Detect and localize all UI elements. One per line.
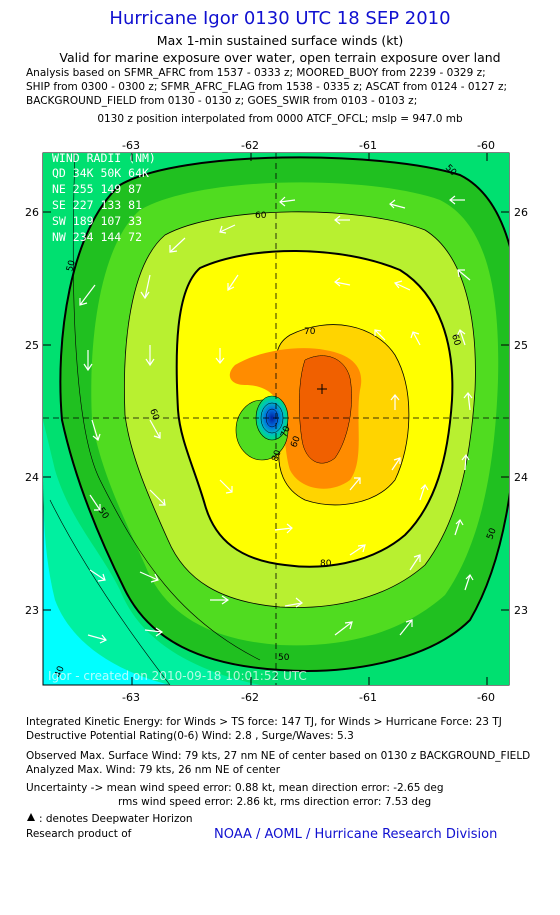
analysis-sources-line-1: Analysis based on SFMR_AFRC from 1537 - … [26,67,486,79]
wind-radii-row: SW 189 107 33 [52,214,142,228]
axis-ticks [43,153,509,685]
latitude-label: 26 [25,206,39,219]
wind-radii-row: SE 227 133 81 [52,198,142,212]
latitude-label: 26 [514,206,528,219]
contour-label: 50 [485,527,498,541]
longitude-label: -61 [359,139,377,152]
analyzed-max-wind: Analyzed Max. Wind: 79 kts, 26 nm NE of … [26,764,281,776]
wind-band-78kt [299,355,352,464]
contour-label: 50 [278,653,290,663]
wind-radii-row: NW 234 144 72 [52,230,142,244]
noaa-aoml-credit: NOAA / AOML / Hurricane Research Divisio… [214,827,498,842]
deepwater-horizon-legend: : denotes Deepwater Horizon [39,813,193,825]
map-subtitle-units: Max 1-min sustained surface winds (kt) [156,33,404,48]
contour-label: 60 [449,333,462,347]
contour-label: 50 [65,259,78,273]
latitude-label: 23 [25,604,39,617]
wind-radii-table: WIND RADII (NM) QD 34K 50K 64K NE 255 14… [52,151,156,244]
contour-label: 80 [320,559,332,569]
longitude-label: -60 [477,139,495,152]
observed-max-wind: Observed Max. Surface Wind: 79 kts, 27 n… [26,750,531,762]
contour-label: 60 [255,211,267,221]
longitude-label: -62 [241,691,259,704]
uncertainty-line-1: Uncertainty -> mean wind speed error: 0.… [26,782,444,794]
wind-field [43,153,509,685]
analysis-sources-line-3: BACKGROUND_FIELD from 0130 - 0130 z; GOE… [26,95,418,107]
wind-radii-row: NE 255 149 87 [52,182,142,196]
contour-label: 60 [147,408,160,422]
map-subtitle-exposure: Valid for marine exposure over water, op… [59,50,501,65]
analysis-sources-line-2: SHIP from 0300 - 0300 z; SFMR_AFRC_FLAG … [26,81,507,93]
longitude-label: -63 [122,139,140,152]
longitude-label: -61 [359,691,377,704]
uncertainty-line-2: rms wind speed error: 2.86 kt, rms direc… [118,796,432,808]
center-position-note: 0130 z position interpolated from 0000 A… [97,113,463,125]
contour-label: 40 [53,665,66,679]
latitude-label: 25 [25,339,39,352]
contour-label: 60 [289,435,302,449]
wind-radii-title: WIND RADII (NM) [52,151,156,165]
deepwater-horizon-triangle-icon [27,813,35,821]
contour-label: 70 [304,327,316,337]
latitude-label: 25 [514,339,528,352]
longitude-label: -62 [241,139,259,152]
research-product-label: Research product of [26,828,132,840]
max-wind-marker [317,384,327,394]
contour-label: 80 [270,449,283,463]
latitude-label: 24 [514,471,528,484]
latitude-label: 23 [514,604,528,617]
map-title: Hurricane Igor 0130 UTC 18 SEP 2010 [109,8,451,29]
longitude-label: -60 [477,691,495,704]
latitude-label: 24 [25,471,39,484]
wind-radii-row: QD 34K 50K 64K [52,166,149,180]
creation-watermark: Igor - created on 2010-09-18 10:01:52 UT… [48,669,307,683]
longitude-label: -63 [122,691,140,704]
ike-line: Integrated Kinetic Energy: for Winds > T… [26,716,502,728]
contour-label: 70 [279,425,292,439]
wind-vectors [79,195,474,644]
dpr-line: Destructive Potential Rating(0-6) Wind: … [26,730,354,742]
